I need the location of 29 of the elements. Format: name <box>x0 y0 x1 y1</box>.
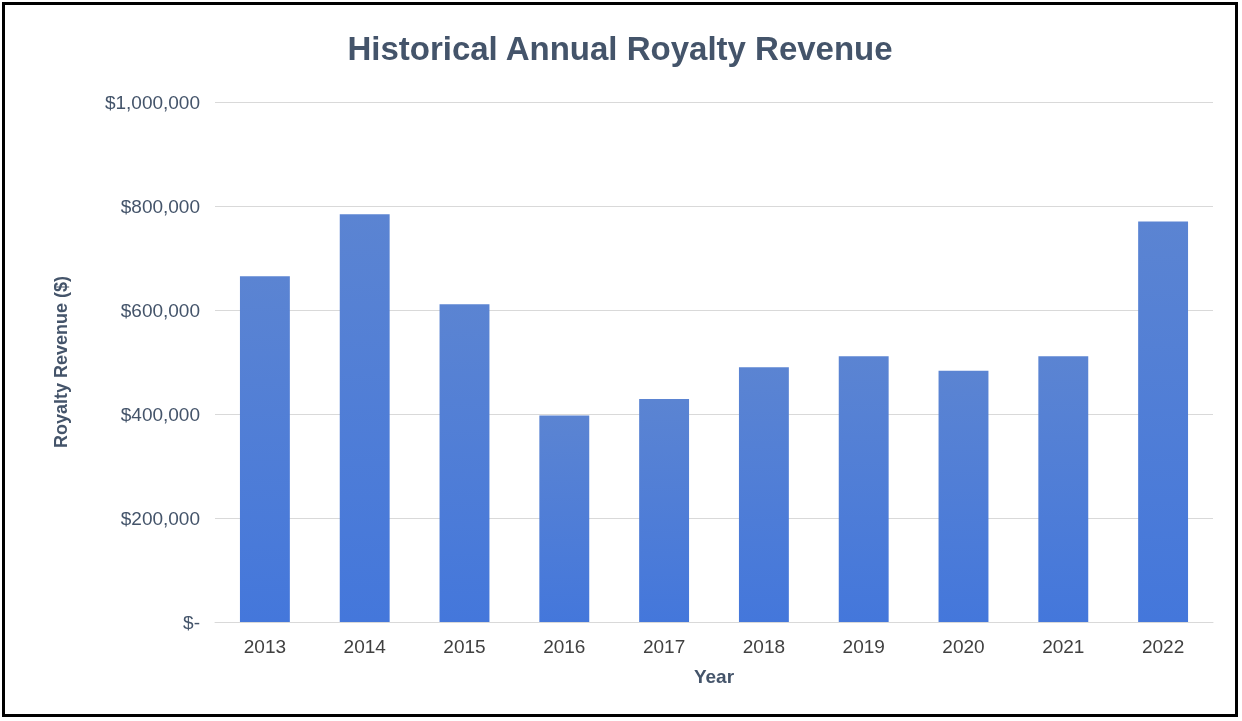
x-tick-label: 2014 <box>343 636 387 657</box>
bar <box>1138 221 1189 622</box>
x-tick-label: 2019 <box>842 636 885 657</box>
y-tick-label: $400,000 <box>120 403 200 425</box>
bar <box>738 367 789 622</box>
x-tick-label: 2015 <box>443 636 486 657</box>
x-tick-label: 2013 <box>243 636 287 657</box>
y-tick-label: $- <box>183 611 200 633</box>
x-tick-label: 2016 <box>543 636 586 657</box>
x-tick-label: 2017 <box>642 636 686 657</box>
chart-title: Historical Annual Royalty Revenue <box>347 30 893 67</box>
bar <box>938 370 989 622</box>
y-tick-label: $200,000 <box>120 507 200 529</box>
x-axis-title: Year <box>693 666 735 687</box>
y-tick-label: $800,000 <box>120 195 200 217</box>
bar <box>539 415 590 622</box>
bar <box>239 276 290 622</box>
y-tick-label: $600,000 <box>120 299 200 321</box>
x-tick-label: 2020 <box>942 636 985 657</box>
x-tick-label: 2021 <box>1042 636 1085 657</box>
bar <box>1038 356 1089 622</box>
y-axis-title: Royalty Revenue ($) <box>51 275 71 449</box>
bar <box>339 214 390 622</box>
y-tick-label: $1,000,000 <box>104 91 200 113</box>
bar <box>838 356 889 622</box>
bar <box>639 398 690 622</box>
x-tick-label: 2018 <box>742 636 786 657</box>
bar <box>439 304 490 622</box>
x-tick-label: 2022 <box>1141 636 1185 657</box>
